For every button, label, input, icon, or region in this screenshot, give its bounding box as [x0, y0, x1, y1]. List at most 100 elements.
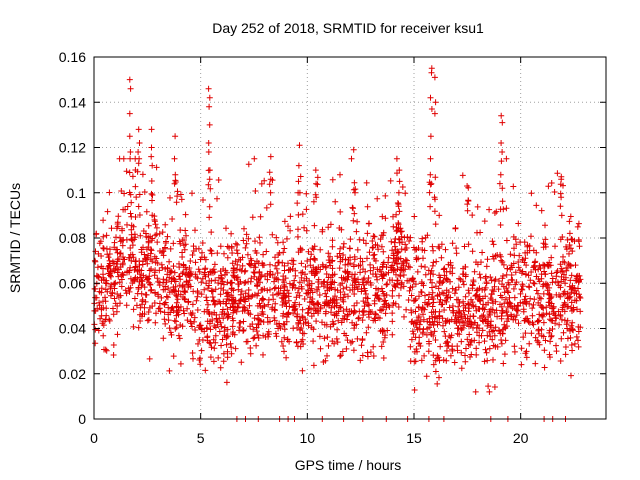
- data-point: [103, 280, 110, 287]
- data-point: [364, 203, 371, 210]
- data-point: [310, 338, 317, 345]
- data-point: [397, 266, 404, 273]
- data-point: [147, 246, 154, 253]
- data-point: [136, 140, 143, 146]
- data-point: [444, 338, 451, 345]
- data-point: [157, 308, 164, 315]
- data-point: [138, 249, 145, 256]
- data-point: [412, 308, 419, 315]
- data-point: [127, 264, 134, 271]
- data-point: [389, 310, 396, 317]
- data-point: [435, 243, 442, 250]
- data-point: [263, 248, 270, 255]
- data-point: [530, 247, 537, 254]
- data-point: [492, 298, 499, 305]
- data-point: [420, 316, 427, 323]
- data-point: [482, 346, 489, 353]
- data-point: [118, 283, 125, 290]
- data-point: [540, 240, 547, 247]
- data-point: [409, 328, 416, 335]
- data-point: [363, 329, 370, 336]
- data-point: [210, 297, 217, 304]
- data-point: [342, 269, 349, 276]
- data-point: [199, 249, 205, 256]
- data-point: [390, 267, 397, 274]
- data-point: [435, 285, 442, 292]
- data-point: [160, 279, 167, 286]
- data-point: [428, 69, 435, 76]
- data-point: [128, 199, 135, 206]
- data-point: [94, 273, 101, 280]
- data-point: [259, 295, 266, 302]
- data-point: [353, 300, 360, 306]
- data-point: [568, 299, 575, 306]
- data-point: [371, 251, 378, 258]
- data-point: [361, 303, 368, 310]
- data-point: [371, 315, 378, 322]
- data-point: [205, 167, 212, 174]
- data-point: [496, 327, 503, 334]
- data-point: [474, 203, 481, 210]
- data-point: [260, 351, 266, 358]
- data-point: [487, 306, 494, 313]
- data-point: [306, 305, 313, 312]
- data-point: [296, 279, 303, 286]
- data-point: [414, 326, 421, 333]
- data-point: [511, 343, 518, 350]
- data-point: [315, 308, 322, 315]
- data-point: [476, 271, 483, 278]
- data-point: [245, 295, 252, 302]
- data-point: [179, 270, 186, 277]
- data-point: [442, 246, 449, 253]
- data-point: [174, 193, 181, 200]
- data-point: [364, 230, 371, 237]
- data-point: [135, 149, 142, 155]
- data-point: [137, 318, 144, 324]
- data-point: [153, 224, 160, 231]
- data-point: [314, 288, 320, 294]
- data-point: [205, 309, 212, 316]
- data-point: [373, 311, 379, 318]
- data-point: [189, 252, 196, 258]
- data-point: [513, 307, 520, 314]
- data-point: [336, 265, 343, 272]
- data-point: [177, 303, 184, 310]
- data-point: [267, 201, 274, 208]
- data-point: [413, 346, 420, 352]
- data-point: [506, 294, 513, 301]
- data-point: [542, 243, 549, 250]
- data-point: [104, 208, 111, 215]
- data-point: [463, 345, 469, 352]
- data-point: [483, 301, 489, 308]
- data-point: [92, 340, 99, 347]
- data-point: [162, 244, 168, 251]
- data-point: [152, 290, 159, 297]
- data-point: [406, 287, 413, 294]
- data-point: [322, 300, 329, 307]
- data-point: [501, 289, 508, 296]
- data-point: [379, 288, 386, 295]
- y-tick-label: 0.1: [67, 185, 87, 201]
- data-point: [480, 312, 487, 319]
- data-point: [497, 171, 504, 178]
- data-point: [489, 287, 496, 293]
- data-point: [231, 298, 237, 305]
- data-point: [131, 295, 138, 302]
- data-point: [267, 261, 273, 268]
- data-point: [445, 342, 452, 349]
- data-point: [241, 225, 247, 232]
- data-point: [113, 234, 119, 241]
- data-point: [370, 252, 377, 259]
- data-point: [204, 337, 211, 344]
- data-point: [429, 262, 436, 269]
- data-point: [549, 275, 556, 282]
- data-point: [308, 324, 315, 331]
- data-point: [362, 268, 369, 275]
- data-point: [233, 308, 240, 315]
- data-point: [187, 283, 194, 290]
- data-point: [531, 296, 538, 303]
- data-point: [347, 254, 354, 261]
- data-point: [510, 183, 517, 190]
- data-point: [190, 288, 197, 295]
- data-point: [189, 310, 196, 317]
